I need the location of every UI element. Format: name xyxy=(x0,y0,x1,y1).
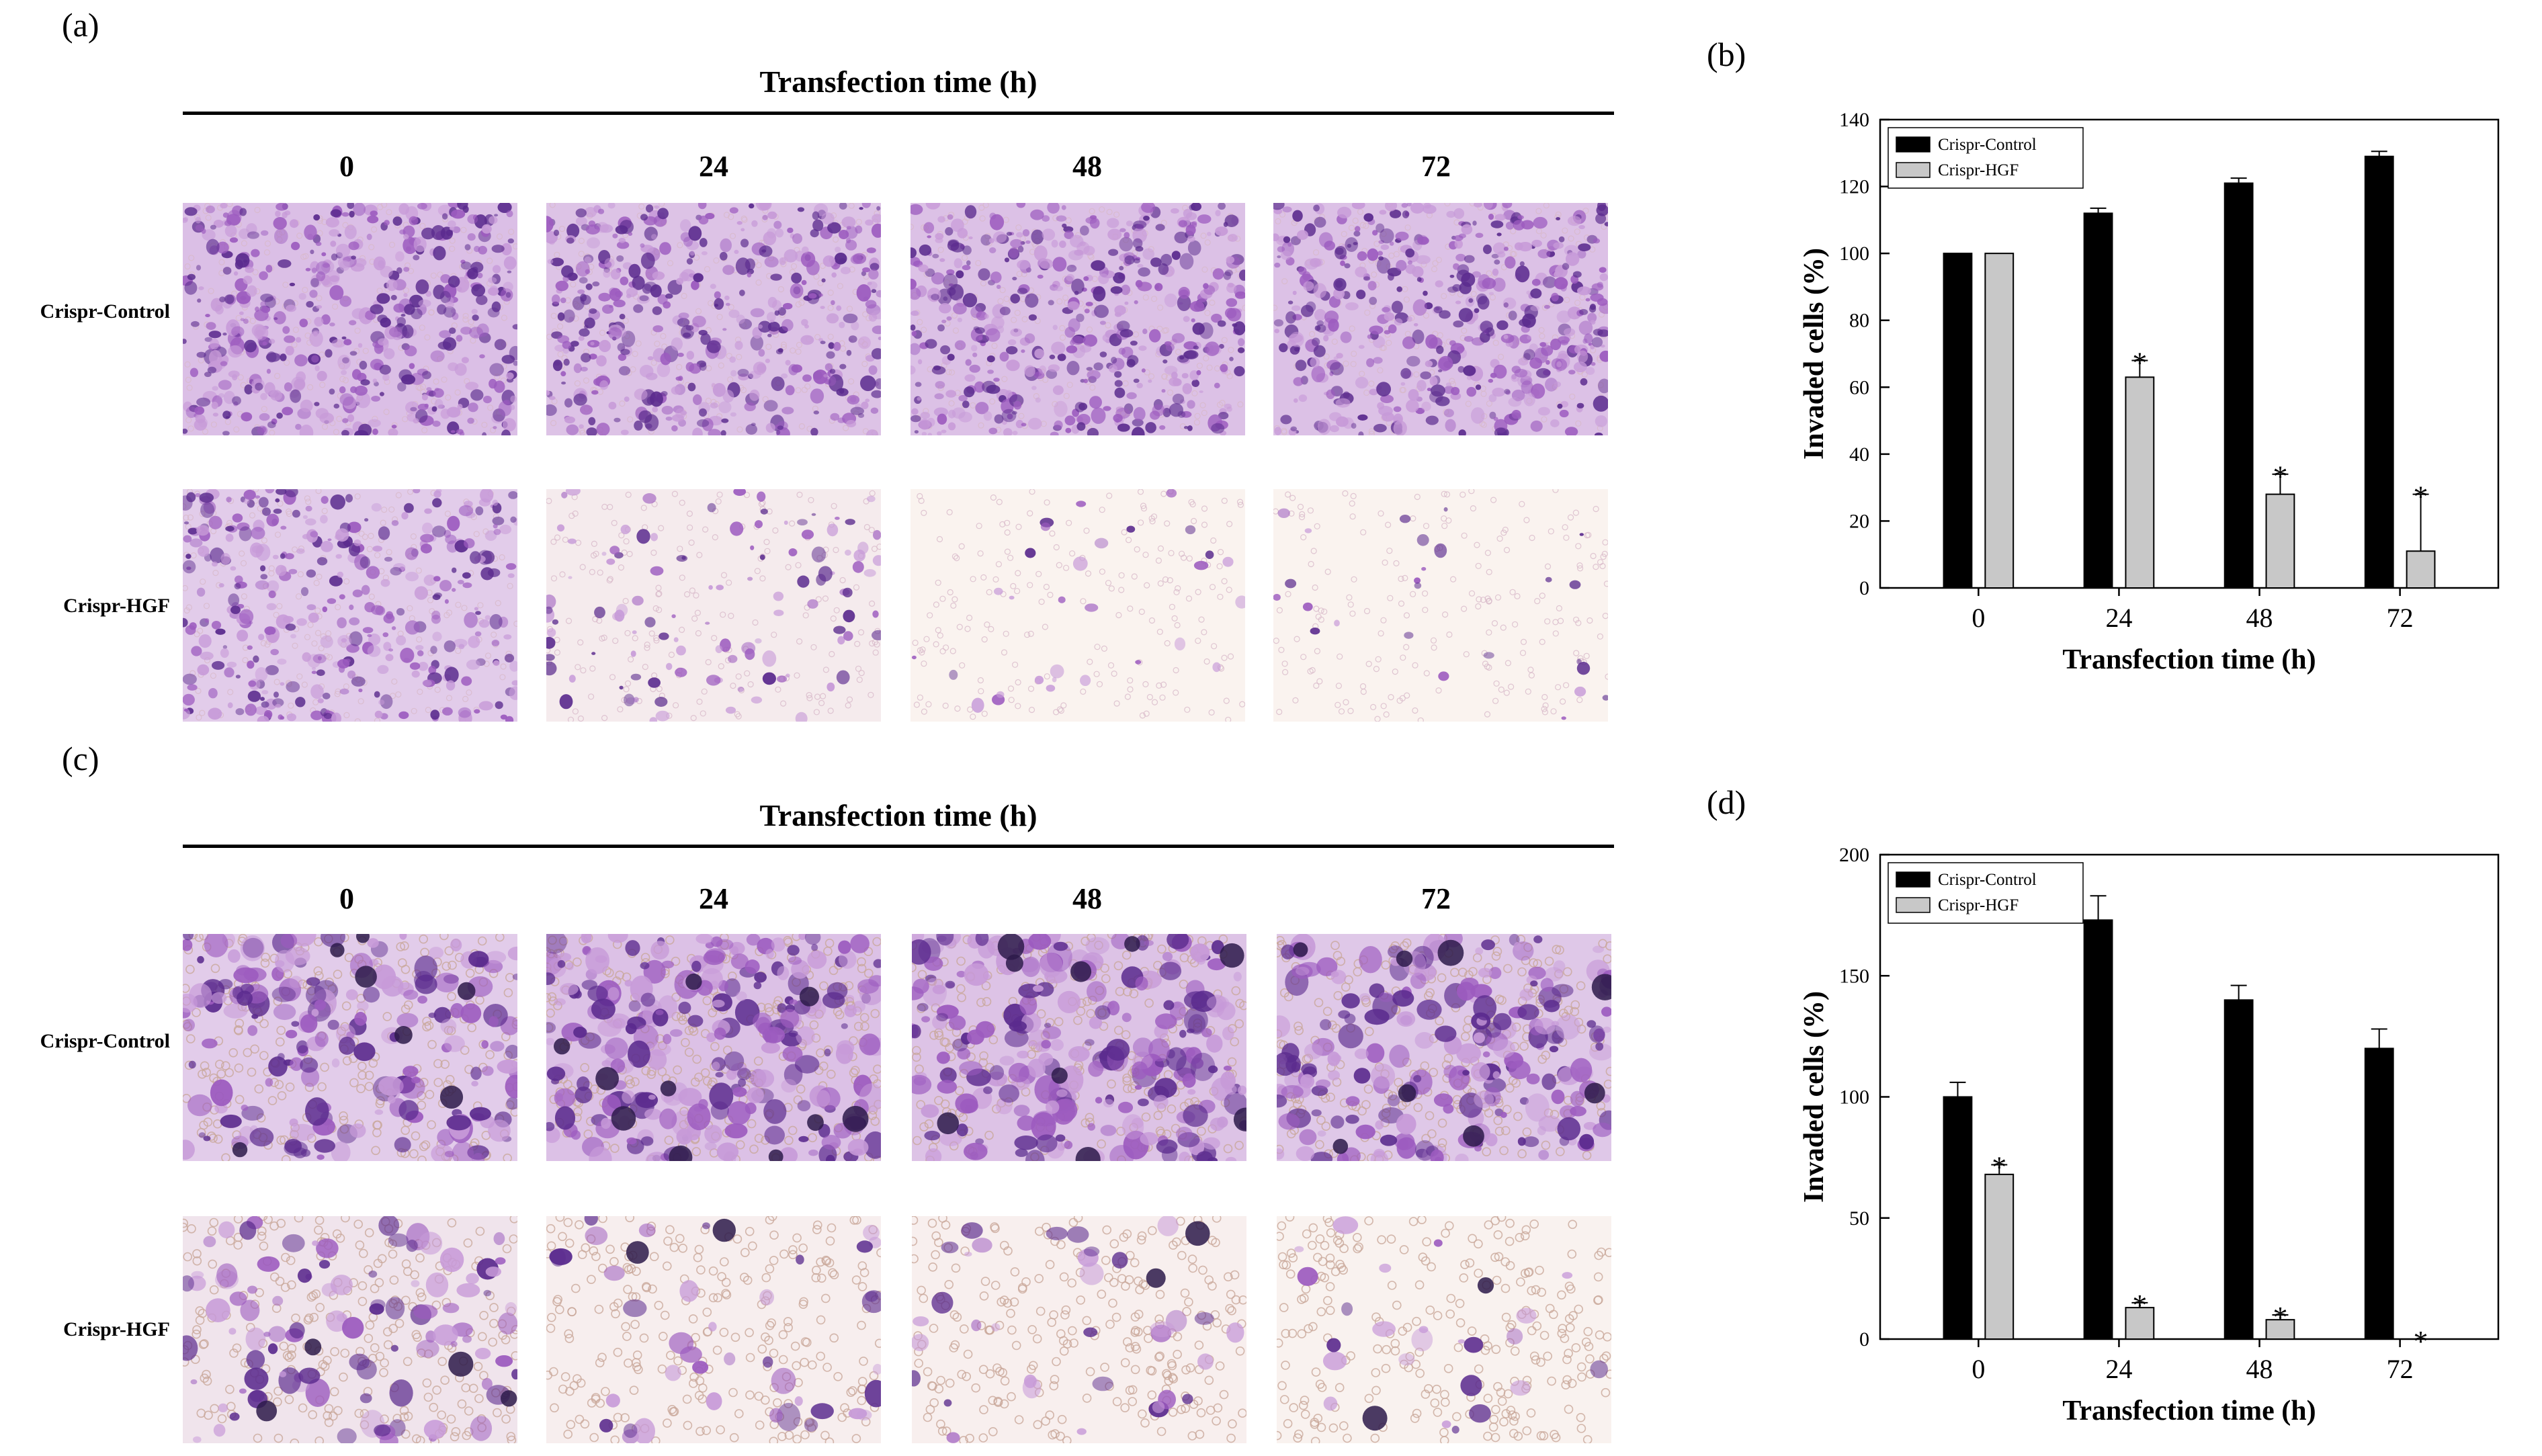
bar xyxy=(2265,493,2295,589)
x-tick-label: 0 xyxy=(1972,1354,1985,1384)
bar xyxy=(1984,1173,2015,1340)
bar xyxy=(2125,1307,2155,1340)
column-label: 48 xyxy=(1072,882,1102,915)
x-tick-label: 0 xyxy=(1972,603,1985,633)
micrograph-image xyxy=(546,1216,881,1443)
x-tick-label: 24 xyxy=(2105,603,2132,633)
micrograph-image xyxy=(910,489,1245,722)
legend-label: Crispr-Control xyxy=(1938,871,2037,889)
micrograph-image xyxy=(546,934,881,1161)
x-tick-label: 24 xyxy=(2105,1354,2132,1384)
panel-label-a: (a) xyxy=(62,6,99,44)
y-tick-label: 0 xyxy=(1859,577,1869,599)
significance-marker: * xyxy=(2414,1325,2428,1358)
legend-swatch xyxy=(1896,162,1931,178)
legend-label: Crispr-HGF xyxy=(1938,896,2019,914)
micrograph-image xyxy=(183,934,517,1161)
bar xyxy=(2083,919,2113,1340)
y-axis-label: Invaded cells (%) xyxy=(1799,991,1830,1203)
micrograph-image xyxy=(912,934,1246,1161)
y-tick-label: 40 xyxy=(1849,443,1869,466)
grid-title: Transfection time (h) xyxy=(759,65,1037,99)
legend-swatch xyxy=(1896,136,1931,153)
y-tick-label: 20 xyxy=(1849,510,1869,532)
bar xyxy=(2364,1047,2394,1340)
column-label: 24 xyxy=(699,882,728,915)
panel-label-c: (c) xyxy=(62,740,99,777)
y-tick-label: 100 xyxy=(1839,243,1869,265)
title-underline xyxy=(183,112,1614,115)
significance-marker: * xyxy=(2132,346,2147,379)
micrograph-image xyxy=(1277,934,1611,1161)
plot-frame xyxy=(1879,853,2500,1340)
legend-label: Crispr-HGF xyxy=(1938,161,2019,179)
micrograph-image xyxy=(1277,1216,1611,1443)
y-tick-label: 80 xyxy=(1849,310,1869,332)
significance-marker: * xyxy=(1992,1150,2006,1183)
bar xyxy=(1943,253,1973,589)
micrograph-image xyxy=(912,1216,1246,1443)
y-tick-label: 60 xyxy=(1849,376,1869,398)
panel-label-b: (b) xyxy=(1707,36,1746,73)
y-tick-label: 0 xyxy=(1859,1328,1869,1351)
y-tick-label: 150 xyxy=(1839,965,1869,987)
legend-box xyxy=(1888,127,2084,189)
column-label: 48 xyxy=(1072,150,1102,183)
y-tick-label: 120 xyxy=(1839,176,1869,198)
micrograph-image xyxy=(183,489,517,722)
y-tick-label: 100 xyxy=(1839,1086,1869,1109)
bar xyxy=(2265,1319,2295,1340)
legend-box xyxy=(1888,862,2084,924)
bar xyxy=(1943,1096,1973,1340)
micrograph-image xyxy=(183,1216,517,1443)
micrograph-image xyxy=(183,203,517,435)
bar xyxy=(2223,999,2254,1340)
row-label: Crispr-HGF xyxy=(63,595,170,617)
column-label: 24 xyxy=(699,150,728,183)
bar xyxy=(1984,253,2015,589)
micrograph-image xyxy=(910,203,1245,435)
legend-swatch xyxy=(1896,897,1931,913)
significance-marker: * xyxy=(2132,1289,2147,1322)
micrograph-image xyxy=(546,203,881,435)
micrograph-image xyxy=(1273,203,1608,435)
title-underline xyxy=(183,845,1614,848)
legend-swatch xyxy=(1896,871,1931,888)
plot-frame xyxy=(1879,118,2500,589)
column-label: 72 xyxy=(1421,150,1451,183)
bar xyxy=(2223,182,2254,589)
y-tick-label: 200 xyxy=(1839,844,1869,866)
x-tick-label: 72 xyxy=(2387,1354,2414,1384)
column-label: 72 xyxy=(1421,882,1451,915)
significance-marker: * xyxy=(2273,1301,2287,1334)
y-axis-label: Invaded cells (%) xyxy=(1799,248,1830,460)
row-label: Crispr-HGF xyxy=(63,1318,170,1340)
y-tick-label: 140 xyxy=(1839,109,1869,131)
y-tick-label: 50 xyxy=(1849,1207,1869,1230)
panel-label-d: (d) xyxy=(1707,783,1746,821)
row-label: Crispr-Control xyxy=(40,1030,170,1052)
micrograph-image xyxy=(546,489,881,722)
bar xyxy=(2406,550,2436,589)
x-axis-label: Transfection time (h) xyxy=(2062,644,2316,675)
significance-marker: * xyxy=(2273,460,2287,493)
bar xyxy=(2125,376,2155,589)
column-label: 0 xyxy=(339,882,354,915)
column-label: 0 xyxy=(339,150,354,183)
grid-title: Transfection time (h) xyxy=(759,798,1037,832)
x-axis-label: Transfection time (h) xyxy=(2062,1396,2316,1426)
bar xyxy=(2083,212,2113,589)
x-tick-label: 72 xyxy=(2387,603,2414,633)
significance-marker: * xyxy=(2414,480,2428,513)
micrograph-image xyxy=(1273,489,1608,722)
x-tick-label: 48 xyxy=(2246,1354,2273,1384)
x-tick-label: 48 xyxy=(2246,603,2273,633)
bar xyxy=(2364,155,2394,589)
row-label: Crispr-Control xyxy=(40,300,170,323)
legend-label: Crispr-Control xyxy=(1938,136,2037,154)
